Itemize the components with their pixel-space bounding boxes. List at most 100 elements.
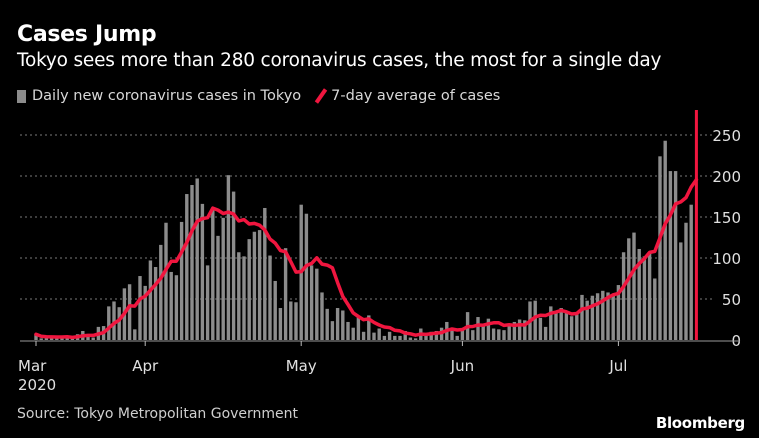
bar: [653, 278, 657, 340]
bar: [133, 329, 137, 340]
bar: [174, 275, 179, 340]
bar: [195, 178, 199, 340]
bar: [237, 252, 241, 340]
bar: [211, 207, 215, 340]
bar: [497, 329, 501, 340]
bar: [335, 308, 340, 340]
bar: [647, 253, 652, 340]
bar: [471, 330, 475, 340]
bar: [257, 230, 262, 340]
y-tick-label: 200: [712, 168, 741, 186]
bar: [263, 207, 267, 340]
bar: [341, 310, 345, 340]
bar: [668, 171, 673, 340]
bar: [34, 334, 38, 340]
bar: [538, 317, 543, 340]
bar: [185, 194, 189, 340]
bar: [663, 140, 667, 340]
bar: [252, 231, 257, 340]
bar: [491, 328, 496, 340]
bar: [611, 295, 615, 340]
bar: [387, 331, 392, 340]
bar: [49, 337, 54, 340]
bar: [476, 317, 480, 340]
legend: Daily new coronavirus cases in Tokyo 7-d…: [17, 88, 500, 104]
bar: [117, 307, 121, 340]
bar: [226, 175, 231, 340]
bar: [595, 293, 600, 340]
bar: [679, 242, 683, 340]
bar: [460, 329, 465, 340]
bar: [621, 252, 626, 340]
x-tick-label: Jul: [608, 357, 627, 375]
bar: [569, 316, 574, 340]
bar: [377, 328, 381, 340]
bar: [309, 265, 314, 340]
bar: [564, 311, 569, 340]
bar: [554, 311, 558, 340]
bar: [523, 320, 527, 340]
bar: [356, 317, 361, 340]
x-tick-label: Mar: [18, 357, 47, 375]
bar: [304, 213, 309, 340]
x-tick-label: Apr: [132, 357, 159, 375]
bar: [325, 308, 329, 340]
bar: [164, 222, 168, 340]
bar: [112, 301, 116, 340]
bar: [351, 327, 355, 340]
bar: [361, 331, 366, 340]
bar: [408, 337, 413, 340]
x-tick-label: May: [286, 357, 317, 375]
legend-bar-swatch: [17, 89, 26, 103]
bar: [549, 306, 553, 340]
y-tick-label: 150: [712, 209, 741, 227]
bar: [200, 203, 205, 340]
bar: [179, 221, 184, 340]
bar: [575, 314, 579, 340]
bar: [627, 238, 631, 340]
bar: [190, 185, 194, 340]
bar: [642, 256, 647, 340]
bar: [658, 156, 662, 340]
bar: [413, 338, 418, 340]
bar: [543, 326, 548, 340]
bar: [289, 301, 293, 340]
bar: [55, 337, 59, 340]
bar: [159, 244, 163, 340]
bar: [242, 256, 246, 340]
bar: [689, 204, 693, 340]
bar: [346, 321, 350, 340]
legend-bar-label: Daily new coronavirus cases in Tokyo: [32, 88, 302, 104]
bar: [424, 333, 428, 340]
y-tick-label: 50: [722, 291, 741, 309]
bar: [315, 268, 319, 340]
bar: [143, 285, 147, 340]
bar: [107, 306, 111, 340]
bar: [148, 260, 153, 340]
x-tick-label: Jun: [450, 357, 474, 375]
bar: [403, 330, 407, 340]
bar: [533, 300, 537, 340]
bar: [294, 302, 298, 340]
bar: [91, 337, 95, 340]
y-tick-label: 250: [712, 127, 741, 145]
bar: [616, 285, 621, 340]
bar: [580, 294, 584, 340]
x-year-label: 2020: [18, 376, 56, 394]
bar: [434, 330, 439, 340]
bar: [382, 335, 387, 340]
bar: [231, 191, 236, 340]
bar: [517, 319, 522, 340]
bar: [481, 323, 485, 340]
bar: [637, 248, 641, 340]
bar: [398, 335, 402, 340]
bloomberg-logo: Bloomberg: [655, 414, 745, 432]
bar: [221, 217, 225, 340]
bar: [585, 300, 589, 340]
chart-subtitle: Tokyo sees more than 280 coronavirus cas…: [17, 50, 662, 71]
bar: [205, 265, 210, 340]
bar: [320, 292, 324, 340]
bar: [330, 321, 335, 340]
bar: [367, 315, 371, 340]
